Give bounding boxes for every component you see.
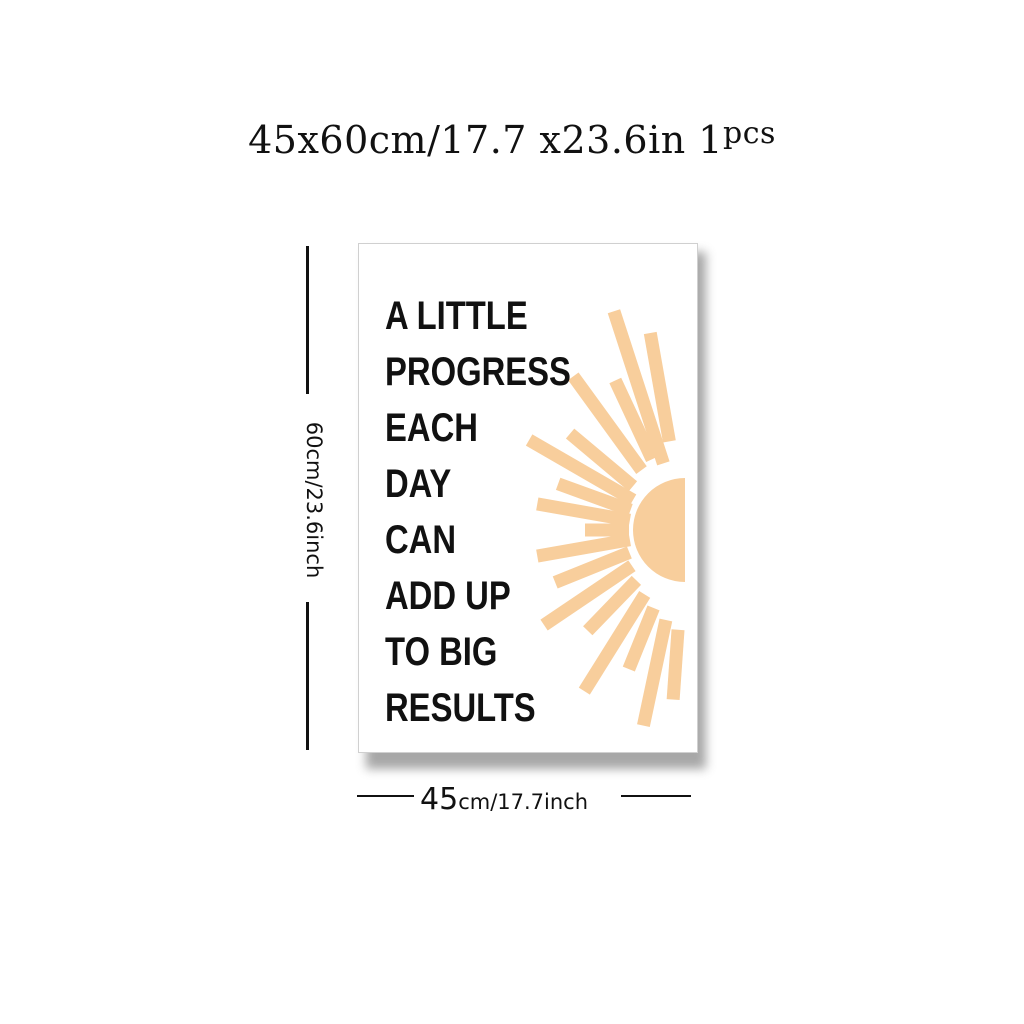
sun-ray xyxy=(540,560,636,631)
sun-ray xyxy=(578,591,651,695)
sun-ray xyxy=(583,575,642,636)
quote-text: A LITTLE PROGRESS EACH DAY CAN ADD UP TO… xyxy=(385,288,571,736)
quote-line: CAN xyxy=(385,518,457,562)
quote-line: TO BIG xyxy=(385,630,498,674)
width-line-right xyxy=(621,795,691,797)
height-line-bottom xyxy=(306,602,309,750)
quantity-suffix: pcs xyxy=(722,116,776,151)
quote-line: A LITTLE xyxy=(385,294,528,338)
quote-line: ADD UP xyxy=(385,574,511,618)
width-unit: cm/17.7inch xyxy=(458,790,589,814)
width-line-left xyxy=(357,795,414,797)
width-number: 45 xyxy=(420,782,459,817)
sun-ray xyxy=(607,309,670,466)
sun-ray xyxy=(637,618,673,727)
height-text: 60cm/23.6inch xyxy=(302,421,326,579)
quote-line: PROGRESS xyxy=(385,350,571,394)
sun-ray xyxy=(536,497,631,527)
width-label: 45cm/17.7inch xyxy=(420,782,588,817)
sun-half-disc xyxy=(633,478,685,582)
quote-line: EACH xyxy=(385,406,478,450)
sun-ray xyxy=(525,434,637,506)
sun-ray xyxy=(552,546,632,589)
sun-ray xyxy=(666,629,685,701)
size-title: 45x60cm/17.7 x23.6in 1pcs xyxy=(0,116,1024,162)
sun-ray xyxy=(622,605,660,672)
poster: A LITTLE PROGRESS EACH DAY CAN ADD UP TO… xyxy=(358,243,698,753)
height-line-top xyxy=(306,246,309,394)
quote-line: DAY xyxy=(385,462,452,506)
sun-ray xyxy=(568,372,647,474)
sun-illustration xyxy=(525,309,685,727)
sun-ray xyxy=(565,428,638,492)
sun-ray xyxy=(536,533,631,563)
sun-ray xyxy=(609,377,658,463)
size-text: 45x60cm/17.7 x23.6in 1 xyxy=(248,118,723,162)
sun-ray xyxy=(555,477,633,517)
sun-ray xyxy=(643,331,676,443)
quote-line: RESULTS xyxy=(385,686,536,730)
